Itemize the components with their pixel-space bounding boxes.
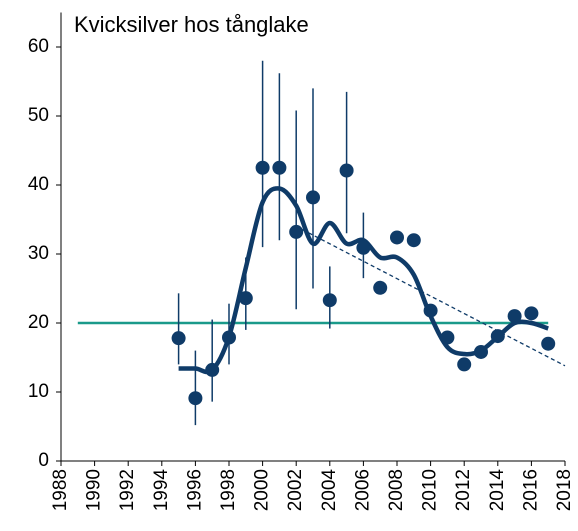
- x-tick-label: 2002: [285, 469, 306, 511]
- data-point: [322, 293, 337, 308]
- data-point: [440, 330, 455, 345]
- data-point: [188, 391, 203, 406]
- data-point: [339, 163, 354, 178]
- y-tick-label: 40: [28, 174, 49, 195]
- data-point: [255, 160, 270, 175]
- x-tick-label: 1988: [50, 469, 71, 511]
- x-tick-label: 1994: [151, 469, 172, 512]
- data-point: [205, 362, 220, 377]
- chart-title: Kvicksilver hos tånglake: [74, 12, 309, 37]
- data-point: [289, 224, 304, 239]
- x-tick-label: 1990: [84, 469, 105, 511]
- y-tick-label: 50: [28, 105, 49, 126]
- x-tick-label: 2006: [352, 469, 373, 511]
- data-point: [490, 329, 505, 344]
- data-point: [356, 240, 371, 255]
- x-tick-label: 2014: [487, 469, 508, 512]
- x-tick-label: 2004: [319, 469, 340, 512]
- data-point: [306, 190, 320, 205]
- data-point: [457, 357, 472, 372]
- x-tick-label: 1996: [184, 469, 205, 511]
- y-tick-label: 30: [28, 243, 49, 264]
- x-tick-label: 2000: [252, 469, 273, 511]
- data-point: [406, 233, 421, 248]
- data-point: [222, 330, 236, 345]
- data-point: [474, 344, 488, 359]
- data-point: [272, 160, 287, 175]
- x-tick-label: 2016: [520, 469, 541, 511]
- y-tick-label: 60: [28, 36, 49, 57]
- x-tick-label: 2012: [453, 469, 474, 511]
- x-tick-label: 2008: [386, 469, 407, 511]
- data-point: [238, 291, 253, 306]
- y-tick-label: 10: [28, 381, 49, 402]
- data-point: [423, 303, 438, 318]
- y-tick-label: 0: [38, 450, 49, 471]
- data-point: [171, 331, 186, 346]
- x-tick-label: 2018: [554, 469, 575, 511]
- trend-line: [295, 225, 566, 367]
- x-tick-label: 2010: [420, 469, 441, 511]
- x-tick-label: 1998: [218, 469, 239, 511]
- data-point: [373, 280, 388, 295]
- data-point: [541, 336, 556, 351]
- data-point: [507, 309, 522, 324]
- y-tick-label: 20: [28, 312, 49, 333]
- data-point: [390, 230, 404, 245]
- x-tick-label: 1992: [117, 469, 138, 511]
- data-point: [524, 306, 539, 321]
